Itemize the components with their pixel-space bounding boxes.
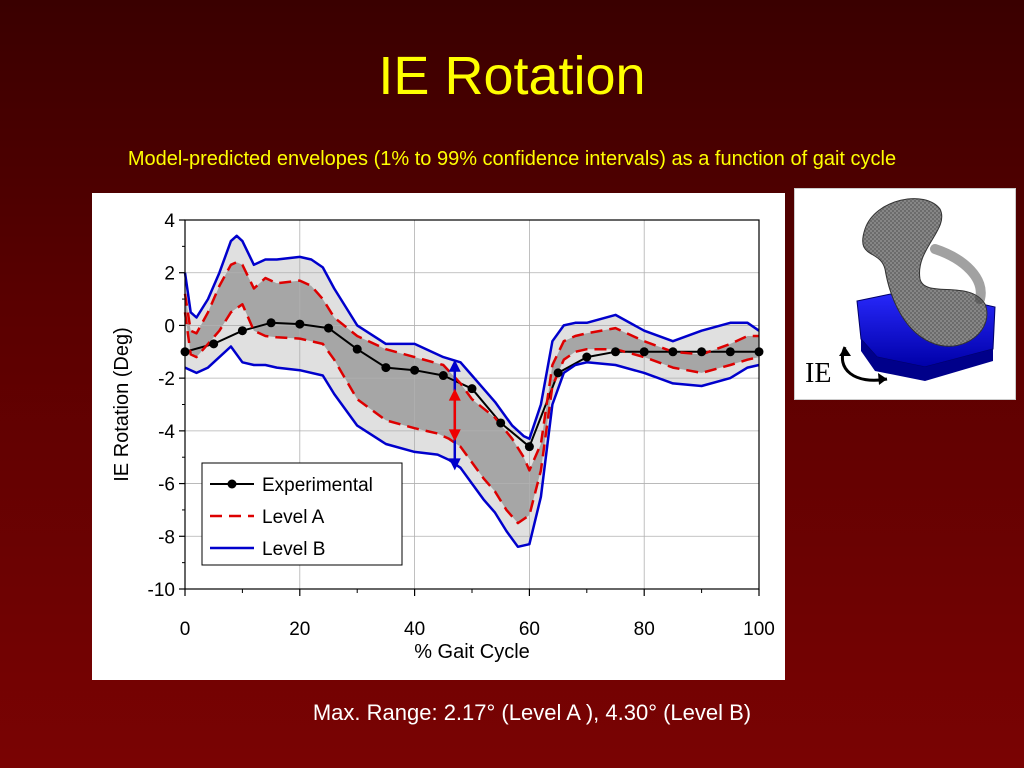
experimental-point bbox=[467, 384, 477, 394]
experimental-point bbox=[725, 347, 735, 357]
legend-label: Experimental bbox=[262, 475, 373, 496]
series-line-level-b-upper bbox=[183, 234, 760, 441]
x-tick-label: 40 bbox=[404, 619, 425, 640]
experimental-point bbox=[668, 347, 678, 357]
experimental-point bbox=[295, 319, 305, 329]
axes: 420-2-4-6-8-100 20 40 60 80 100% Gait CycleIE… bbox=[111, 211, 775, 663]
experimental-point bbox=[639, 347, 649, 357]
experimental-point bbox=[266, 318, 276, 328]
max-range-note: Max. Range: 2.17° (Level A ), 4.30° (Lev… bbox=[312, 700, 752, 725]
experimental-point bbox=[582, 352, 592, 362]
level-b-range-arrow-head-bottom bbox=[448, 458, 461, 471]
experimental-point bbox=[496, 418, 506, 428]
series-lines bbox=[180, 234, 764, 549]
legend-entry-experimental: Experimental bbox=[210, 475, 373, 496]
y-tick-label: -4 bbox=[158, 422, 175, 443]
x-tick-label: 100 bbox=[743, 619, 775, 640]
x-tick-label: 0 bbox=[180, 619, 191, 640]
legend-marker bbox=[227, 479, 237, 489]
level-a-range-arrow-head-top bbox=[448, 388, 461, 401]
x-axis-title: % Gait Cycle bbox=[414, 641, 530, 663]
legend-entry-level-a: Level A bbox=[210, 507, 325, 528]
experimental-point bbox=[524, 442, 534, 452]
y-tick-label: -8 bbox=[158, 527, 175, 548]
range-arrows bbox=[448, 359, 461, 471]
level-b-range-arrow-head-top bbox=[448, 359, 461, 372]
experimental-point bbox=[697, 347, 707, 357]
y-tick-label: 4 bbox=[164, 211, 175, 232]
level-a-range-arrow bbox=[448, 388, 461, 442]
y-tick-label: 2 bbox=[164, 264, 175, 285]
experimental-point bbox=[237, 326, 247, 336]
ie-rotation-chart: 420-2-4-6-8-100 20 40 60 80 100% Gait CycleIE… bbox=[111, 211, 775, 663]
y-tick-label: -6 bbox=[158, 475, 175, 496]
experimental-point bbox=[352, 344, 362, 354]
ie-image-label: IE bbox=[805, 358, 832, 389]
chart-panel: 4 2 0 -2 -4 -6 -8 -10 0 20 40 60 80 100% Gait Cycle IE… bbox=[92, 193, 785, 680]
legend-entry-level-b: Level B bbox=[210, 539, 325, 560]
experimental-point bbox=[324, 323, 333, 333]
experimental-point bbox=[381, 363, 391, 373]
slide-subtitle: Model-predicted envelopes (1% to 99% con… bbox=[127, 148, 897, 170]
series-line-level-a-upper bbox=[183, 260, 759, 472]
y-tick-label: 0 bbox=[164, 316, 175, 337]
experimental-point bbox=[553, 368, 563, 378]
experimental-point bbox=[438, 371, 448, 381]
y-tick-label: -10 bbox=[148, 580, 175, 601]
legend-label: Level A bbox=[262, 507, 325, 528]
y-axis-title: IE Rotation (Deg) bbox=[111, 327, 133, 482]
experimental-point bbox=[209, 339, 219, 349]
experimental-point bbox=[611, 347, 620, 357]
slide-title: IE Rotation bbox=[378, 46, 646, 106]
x-tick-label: 20 bbox=[289, 619, 310, 640]
knee-model-image bbox=[794, 188, 1016, 400]
x-tick-label: 60 bbox=[519, 619, 540, 640]
y-tick-label: -2 bbox=[158, 369, 175, 390]
level-a-range-arrow-head-bottom bbox=[448, 429, 461, 442]
knee-model-illustration bbox=[839, 198, 996, 385]
x-tick-label: 80 bbox=[634, 619, 655, 640]
legend: Experimental Level A Level B bbox=[201, 462, 403, 566]
experimental-point bbox=[410, 365, 420, 375]
femoral-component-shape bbox=[862, 198, 988, 347]
legend-label: Level B bbox=[262, 539, 325, 560]
series-line-level-b-lower bbox=[184, 345, 760, 549]
